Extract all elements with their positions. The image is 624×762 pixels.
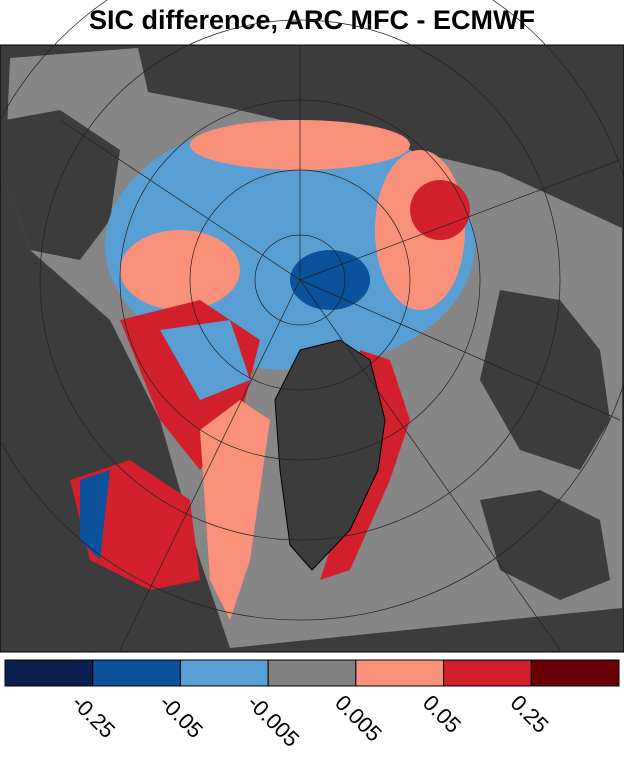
greenland [274,339,386,571]
colorbar-tick-label: 0.25 [506,690,554,738]
colorbar-segment [179,659,269,687]
land [5,110,120,260]
ice-area [200,400,270,620]
land [480,290,610,470]
ice-area [120,230,240,310]
colorbar-segment [355,659,445,687]
colorbar-segment [443,659,532,687]
colorbar-segment [530,659,620,687]
colorbar-segment [4,659,94,687]
colorbar-tick-label: -0.005 [242,690,304,752]
colorbar-tick-label: 0.05 [418,690,466,738]
colorbar-tick-label: -0.05 [155,690,208,743]
colorbar: -0.25 -0.05 -0.005 0.005 0.05 0.25 [4,659,620,752]
ice-area [80,470,110,560]
ice-area [290,250,370,310]
map [0,0,624,653]
ice-area [410,180,470,240]
ice-area [160,320,250,400]
colorbar-tick-label: 0.005 [330,690,387,747]
colorbar-tick-label: -0.25 [67,690,120,743]
colorbar-segment [92,659,181,687]
land [480,490,610,600]
colorbar-segment [267,659,357,687]
graticule [0,0,624,651]
